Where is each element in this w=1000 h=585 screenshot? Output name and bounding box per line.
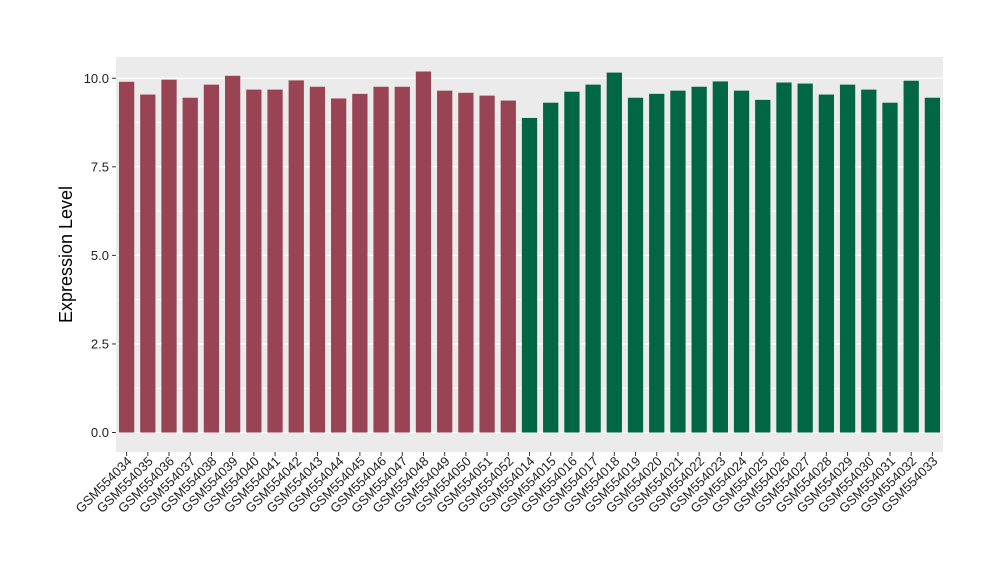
bar — [797, 83, 813, 433]
bar — [733, 90, 750, 433]
y-tick-label: 2.5 — [91, 336, 109, 351]
y-tick-label: 10.0 — [84, 71, 109, 86]
bar — [861, 89, 877, 433]
bar — [352, 93, 368, 433]
bar — [246, 89, 262, 433]
bar — [437, 90, 453, 433]
bar — [882, 102, 898, 433]
bar — [755, 99, 771, 433]
bar — [118, 81, 135, 433]
bar — [203, 84, 220, 433]
bar — [564, 91, 580, 433]
y-tick-label: 5.0 — [91, 248, 109, 263]
bar — [309, 86, 326, 433]
x-axis: GSM554034GSM554035GSM554036GSM554037GSM5… — [72, 452, 941, 516]
bar — [182, 97, 198, 433]
bar — [394, 86, 410, 433]
bars — [118, 71, 941, 433]
y-axis-title: Expression Level — [56, 186, 76, 323]
bar — [606, 72, 622, 433]
bar — [627, 97, 644, 433]
bar — [500, 100, 516, 433]
bar — [373, 86, 389, 433]
bar — [670, 90, 686, 433]
bar — [903, 80, 919, 433]
bar — [924, 97, 941, 433]
bar — [712, 81, 728, 433]
bar — [776, 82, 792, 433]
bar — [288, 80, 304, 433]
bar — [224, 75, 241, 433]
y-axis: 0.0 2.5 5.0 7.5 10.0 — [84, 71, 116, 440]
bar — [839, 84, 856, 433]
bar — [649, 93, 665, 433]
y-tick-label: 0.0 — [91, 425, 109, 440]
bar — [818, 94, 835, 433]
bar — [458, 92, 474, 433]
bar — [543, 102, 559, 433]
bar — [161, 79, 177, 433]
bar — [415, 71, 432, 433]
y-tick-label: 7.5 — [91, 159, 109, 174]
bar — [331, 98, 347, 433]
bar — [585, 84, 601, 433]
bar — [479, 95, 495, 433]
bar — [521, 117, 538, 433]
bar — [267, 89, 283, 433]
bar — [140, 94, 156, 433]
bar — [691, 86, 707, 433]
